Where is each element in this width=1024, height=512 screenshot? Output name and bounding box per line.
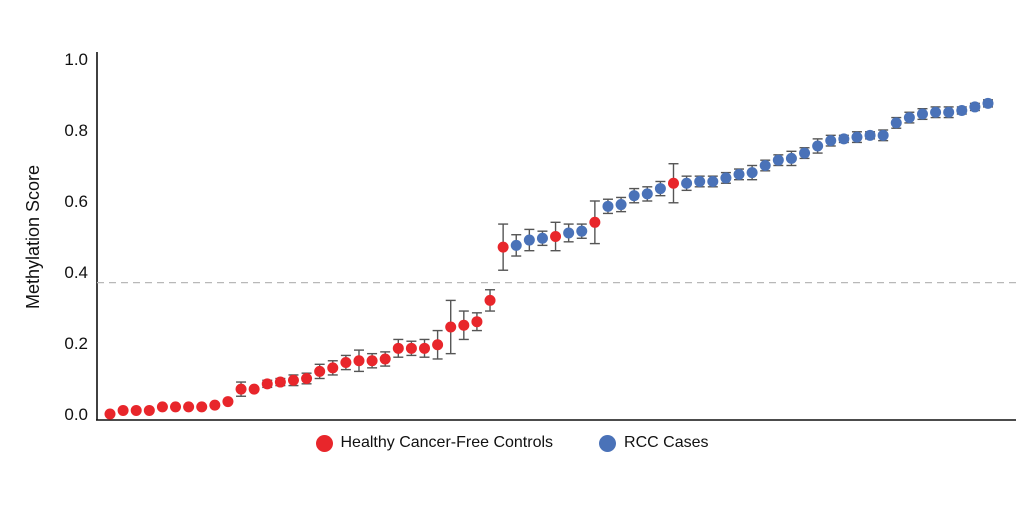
rcc-case-point <box>785 152 797 164</box>
rcc-case-point <box>654 183 666 195</box>
rcc-case-point <box>510 239 522 251</box>
control-point <box>261 378 273 390</box>
control-point <box>471 316 483 328</box>
control-point <box>274 376 286 388</box>
y-axis-title: Methylation Score <box>23 165 43 309</box>
control-point <box>458 319 470 331</box>
control-point <box>235 383 247 395</box>
control-point <box>183 401 195 413</box>
legend-label-cases: RCC Cases <box>624 434 709 451</box>
legend-swatch-cases <box>599 434 617 452</box>
legend-swatch-controls <box>315 434 333 452</box>
methylation-chart: 0.0 0.2 0.4 0.6 0.8 1.0 Methylation Score <box>23 50 1016 424</box>
rcc-case-point <box>799 147 811 159</box>
control-point <box>419 342 431 354</box>
control-point <box>392 342 404 354</box>
control-point <box>222 396 234 408</box>
control-point <box>497 241 509 253</box>
y-tick-label: 1.0 <box>64 50 88 69</box>
control-point <box>327 362 339 374</box>
legend: Healthy Cancer-Free Controls RCC Cases <box>0 434 1024 452</box>
control-point <box>379 353 391 365</box>
rcc-case-point <box>851 131 863 143</box>
rcc-case-point <box>759 160 771 171</box>
rcc-case-point <box>890 117 902 129</box>
rcc-case-point <box>969 101 981 113</box>
rcc-case-point <box>694 175 706 187</box>
control-point <box>209 399 221 411</box>
rcc-case-point <box>602 200 614 212</box>
control-point <box>366 355 378 367</box>
control-point <box>156 401 168 413</box>
control-point <box>484 294 496 306</box>
control-point <box>353 355 365 367</box>
rcc-case-point <box>523 234 535 246</box>
rcc-case-point <box>681 177 693 189</box>
y-tick-label: 0.2 <box>64 334 88 353</box>
control-point <box>589 216 601 228</box>
rcc-case-point <box>864 129 876 141</box>
y-tick-labels: 0.0 0.2 0.4 0.6 0.8 1.0 <box>64 50 88 424</box>
rcc-case-point <box>943 106 955 118</box>
rcc-case-point <box>720 172 732 184</box>
rcc-case-point <box>576 225 588 237</box>
rcc-case-point <box>838 133 850 145</box>
control-point <box>248 383 260 395</box>
y-tick-label: 0.0 <box>64 405 88 424</box>
control-point <box>314 365 326 377</box>
control-point <box>196 401 208 413</box>
rcc-case-point <box>772 154 784 166</box>
control-point <box>117 404 129 416</box>
rcc-case-point <box>615 199 627 211</box>
control-point <box>667 177 679 189</box>
rcc-case-point <box>746 167 758 179</box>
control-point <box>550 231 562 242</box>
rcc-case-point <box>956 104 968 116</box>
rcc-case-point <box>707 175 719 187</box>
control-point <box>170 401 182 413</box>
rcc-case-point <box>877 129 889 141</box>
control-point <box>104 408 116 420</box>
rcc-case-point <box>825 135 837 147</box>
rcc-case-point <box>903 112 915 124</box>
rcc-case-point <box>628 190 640 202</box>
rcc-case-point <box>536 232 548 244</box>
control-point <box>130 404 142 416</box>
rcc-case-point <box>916 108 928 120</box>
control-point <box>432 339 444 351</box>
control-point <box>301 373 313 384</box>
control-point <box>445 321 457 333</box>
legend-item-controls: Healthy Cancer-Free Controls <box>315 434 554 452</box>
y-tick-label: 0.4 <box>64 263 88 282</box>
rcc-case-point <box>733 168 745 180</box>
rcc-case-point <box>982 97 994 109</box>
rcc-case-point <box>930 106 942 118</box>
control-point <box>340 357 352 369</box>
data-points <box>104 97 994 420</box>
control-point <box>143 404 155 416</box>
y-tick-label: 0.6 <box>64 192 88 211</box>
control-point <box>405 342 417 354</box>
rcc-case-point <box>641 188 653 200</box>
legend-label-controls: Healthy Cancer-Free Controls <box>340 434 554 451</box>
rcc-case-point <box>563 227 575 239</box>
rcc-case-point <box>812 140 824 152</box>
legend-item-cases: RCC Cases <box>599 434 709 452</box>
error-bars <box>236 99 993 397</box>
control-point <box>287 374 299 386</box>
y-tick-label: 0.8 <box>64 121 88 140</box>
